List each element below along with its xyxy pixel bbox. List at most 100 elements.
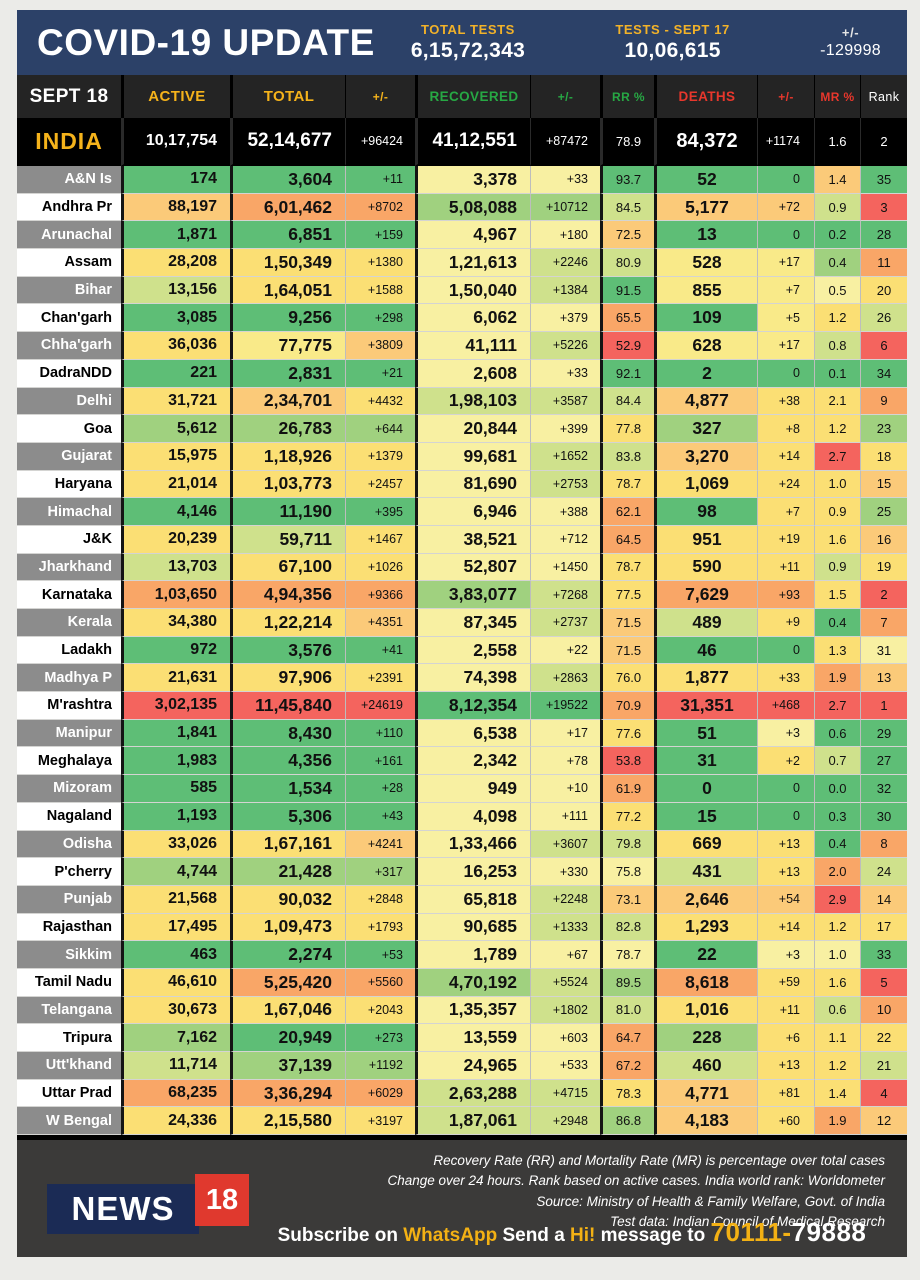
deaths-plus-cell: 0 <box>757 166 814 194</box>
total-plus-cell: +28 <box>345 775 415 803</box>
state-label: Meghalaya <box>17 747 121 776</box>
rank-cell: 23 <box>860 415 907 443</box>
table-header: SEPT 18 ACTIVE TOTAL +/- RECOVERED +/- R… <box>17 75 907 118</box>
mortality-rate-cell: 2.0 <box>814 858 860 886</box>
deaths-plus-cell: +5 <box>757 304 814 333</box>
deaths-cell: 590 <box>654 553 757 582</box>
state-label: Kerala <box>17 609 121 637</box>
table-row: Utt'khand 11,714 37,139 +1192 24,965 +533 67.2… <box>17 1052 907 1080</box>
mortality-rate-cell: 2.7 <box>814 442 860 471</box>
deaths-plus-cell: +9 <box>757 609 814 637</box>
rank-cell: 1 <box>860 692 907 720</box>
subscribe-phone: 70111- <box>710 1217 792 1248</box>
state-label: A&N Is <box>17 166 121 194</box>
recovered-cell: 87,345 <box>415 609 530 637</box>
tests-change-label: +/- <box>841 25 860 40</box>
total-plus-cell: +1380 <box>345 249 415 277</box>
total-change-cell-cell: 2,34,701 <box>230 387 345 416</box>
active-cell: 21,014 <box>121 470 230 499</box>
total-plus-cell: +2848 <box>345 885 415 914</box>
header-active: ACTIVE <box>121 75 230 118</box>
total-plus-cell: +41 <box>345 636 415 665</box>
table-row: Rajasthan 17,495 1,09,473 +1793 90,685 +1333 8… <box>17 913 907 942</box>
recovery-rate-cell: 80.9 <box>600 249 654 277</box>
page-title: COVID-19 UPDATE <box>37 21 375 63</box>
subscribe-text: WhatsApp <box>403 1225 498 1247</box>
recovered-plus-cell: +4715 <box>530 1079 600 1108</box>
rank-cell: 18 <box>860 442 907 471</box>
state-label: Ladakh <box>17 636 121 665</box>
recovered-plus-cell: +2248 <box>530 885 600 914</box>
total-change-cell-cell: 37,139 <box>230 1052 345 1080</box>
state-label: J&K <box>17 525 121 554</box>
recovered-cell: 8,12,354 <box>415 692 530 720</box>
total-plus-cell: +53 <box>345 941 415 969</box>
recovered-plus-cell: +2246 <box>530 249 600 277</box>
deaths-cell: 109 <box>654 304 757 333</box>
header-total: TOTAL <box>230 75 345 118</box>
mortality-rate-cell: 1.4 <box>814 1079 860 1108</box>
deaths-plus-cell: +2 <box>757 747 814 776</box>
total-change-cell-cell: 77,775 <box>230 332 345 360</box>
active-cell: 463 <box>121 941 230 969</box>
total-change-cell-cell: 1,67,161 <box>230 830 345 859</box>
rank-cell: 21 <box>860 1052 907 1080</box>
active-cell: 21,568 <box>121 885 230 914</box>
state-label: Gujarat <box>17 442 121 471</box>
total-plus-cell: +317 <box>345 858 415 886</box>
mortality-rate-cell: 1.5 <box>814 581 860 609</box>
mortality-rate-cell: 0.8 <box>814 332 860 360</box>
footer-note-line: Recovery Rate (RR) and Mortality Rate (M… <box>433 1153 885 1169</box>
rank-cell: 32 <box>860 775 907 803</box>
state-label: Karnataka <box>17 581 121 609</box>
table-row: Tamil Nadu 46,610 5,25,420 +5560 4,70,192 +55… <box>17 968 907 997</box>
state-label: Chan'garh <box>17 304 121 333</box>
total-plus-cell: +24619 <box>345 692 415 720</box>
recovered-cell: 1,35,357 <box>415 996 530 1025</box>
deaths-cell: 4,771 <box>654 1079 757 1108</box>
mortality-rate-cell: 0.4 <box>814 609 860 637</box>
state-label: DadraNDD <box>17 359 121 388</box>
state-label: Punjab <box>17 885 121 914</box>
total-plus-cell: +273 <box>345 1024 415 1052</box>
header-mortality-rate: MR % <box>814 75 860 118</box>
active-cell: 1,841 <box>121 719 230 748</box>
rank-cell: 29 <box>860 719 907 748</box>
deaths-plus-cell: 0 <box>757 221 814 250</box>
tests-sept17-label: TESTS - SEPT 17 <box>615 22 730 37</box>
deaths-plus-cell: 0 <box>757 636 814 665</box>
total-change-cell-cell: 2,274 <box>230 941 345 969</box>
india-recovery-rate: 78.9 <box>600 118 654 166</box>
total-change-cell-cell: 1,03,773 <box>230 470 345 499</box>
deaths-cell: 228 <box>654 1024 757 1052</box>
mortality-rate-cell: 1.2 <box>814 1052 860 1080</box>
recovered-plus-cell: +78 <box>530 747 600 776</box>
total-change-cell-cell: 2,831 <box>230 359 345 388</box>
table-row: Karnataka 1,03,650 4,94,356 +9366 3,83,077 +7… <box>17 581 907 609</box>
recovered-plus-cell: +5226 <box>530 332 600 360</box>
deaths-plus-cell: +13 <box>757 1052 814 1080</box>
total-change-cell-cell: 20,949 <box>230 1024 345 1052</box>
total-plus-cell: +1467 <box>345 525 415 554</box>
india-label: INDIA <box>17 118 121 166</box>
total-change-cell-cell: 11,190 <box>230 498 345 526</box>
total-plus-cell: +2043 <box>345 996 415 1025</box>
deaths-cell: 951 <box>654 525 757 554</box>
rank-cell: 19 <box>860 553 907 582</box>
table-row: Kerala 34,380 1,22,214 +4351 87,345 +2737 71.5… <box>17 609 907 637</box>
recovered-cell: 3,83,077 <box>415 581 530 609</box>
total-change-cell-cell: 6,01,462 <box>230 193 345 222</box>
mortality-rate-cell: 2.7 <box>814 692 860 720</box>
mortality-rate-cell: 1.1 <box>814 1024 860 1052</box>
recovered-cell: 1,50,040 <box>415 276 530 305</box>
total-plus-cell: +110 <box>345 719 415 748</box>
total-plus-cell: +1793 <box>345 913 415 942</box>
total-change-cell-cell: 1,22,214 <box>230 609 345 637</box>
recovered-cell: 4,098 <box>415 802 530 831</box>
deaths-cell: 98 <box>654 498 757 526</box>
table-row: Assam 28,208 1,50,349 +1380 1,21,613 +2246 80.… <box>17 249 907 277</box>
active-cell: 174 <box>121 166 230 194</box>
footer-note-line: Change over 24 hours. Rank based on acti… <box>387 1173 885 1189</box>
table-row: Manipur 1,841 8,430 +110 6,538 +17 77.6 51 +3 0.6… <box>17 719 907 748</box>
active-cell: 13,703 <box>121 553 230 582</box>
